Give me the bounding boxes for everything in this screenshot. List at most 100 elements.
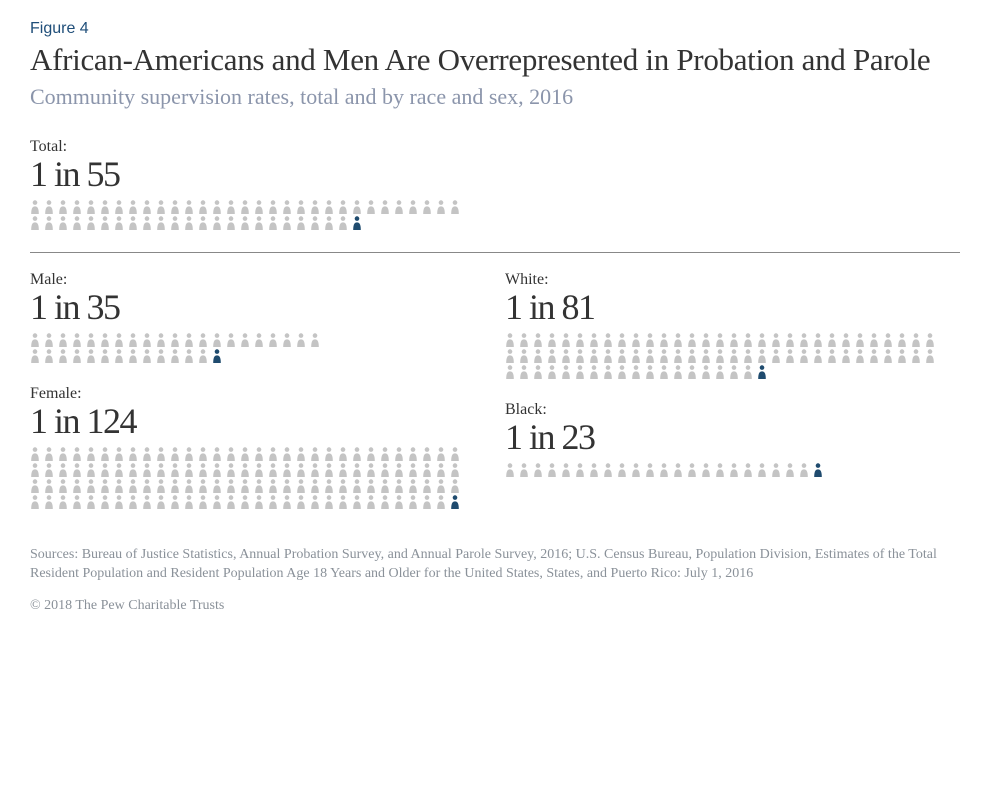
divider	[30, 252, 960, 253]
person-icon	[212, 495, 222, 509]
person-icon	[715, 349, 725, 363]
person-icon	[925, 349, 935, 363]
person-icon	[645, 333, 655, 347]
person-icon	[659, 349, 669, 363]
person-icon	[617, 333, 627, 347]
person-icon	[156, 349, 166, 363]
person-icon	[72, 200, 82, 214]
person-icon	[170, 333, 180, 347]
person-icon	[142, 495, 152, 509]
person-icon	[156, 447, 166, 461]
person-icon	[436, 495, 446, 509]
person-icon	[296, 333, 306, 347]
person-icon	[743, 365, 753, 379]
person-icon	[547, 365, 557, 379]
person-icon	[254, 200, 264, 214]
person-icon	[450, 479, 460, 493]
person-icon	[86, 349, 96, 363]
person-icon	[282, 463, 292, 477]
person-icon	[785, 463, 795, 477]
person-icon	[296, 447, 306, 461]
person-icon	[72, 463, 82, 477]
person-icon	[310, 216, 320, 230]
person-icon	[114, 447, 124, 461]
person-icon	[86, 447, 96, 461]
person-icon	[380, 479, 390, 493]
person-icon-highlight	[813, 463, 823, 477]
person-icon	[282, 495, 292, 509]
person-icon	[575, 463, 585, 477]
person-icon	[436, 479, 446, 493]
person-icon	[869, 333, 879, 347]
person-icon	[30, 200, 40, 214]
person-icon	[505, 349, 515, 363]
person-icon	[743, 463, 753, 477]
person-icon-highlight	[757, 365, 767, 379]
person-icon	[100, 495, 110, 509]
person-icon	[170, 349, 180, 363]
person-icon	[757, 463, 767, 477]
person-icon	[380, 495, 390, 509]
person-icon	[86, 479, 96, 493]
group-stat: 1 in 55	[30, 156, 960, 192]
group-label: Female:	[30, 385, 485, 403]
sources-text: Sources: Bureau of Justice Statistics, A…	[30, 545, 960, 584]
person-icon	[338, 463, 348, 477]
person-icon	[44, 349, 54, 363]
person-icon	[561, 333, 571, 347]
group-female: Female: 1 in 124	[30, 385, 485, 509]
person-icon	[673, 463, 683, 477]
person-icon	[156, 495, 166, 509]
person-icon	[72, 479, 82, 493]
person-icon	[603, 365, 613, 379]
person-icon	[100, 200, 110, 214]
person-icon-highlight	[212, 349, 222, 363]
person-icon	[673, 333, 683, 347]
person-icon	[659, 365, 669, 379]
person-icon	[58, 200, 68, 214]
person-icon	[156, 216, 166, 230]
person-icon	[589, 365, 599, 379]
person-icon	[100, 447, 110, 461]
person-icon	[338, 200, 348, 214]
two-column-layout: Male: 1 in 35 Female: 1 in 124 White: 1 …	[30, 271, 960, 531]
person-icon	[645, 463, 655, 477]
person-icon	[268, 333, 278, 347]
person-icon	[366, 463, 376, 477]
person-icon	[310, 200, 320, 214]
person-icon	[240, 447, 250, 461]
person-icon	[436, 463, 446, 477]
person-icon	[128, 349, 138, 363]
person-icon	[813, 333, 823, 347]
person-icon	[184, 200, 194, 214]
person-icon	[897, 333, 907, 347]
person-icon	[184, 463, 194, 477]
person-icon	[799, 349, 809, 363]
person-icon	[184, 447, 194, 461]
person-icon	[114, 495, 124, 509]
person-icon	[785, 333, 795, 347]
person-icon	[687, 463, 697, 477]
person-icon	[352, 447, 362, 461]
person-icon	[212, 479, 222, 493]
person-icon	[408, 200, 418, 214]
person-icon	[310, 463, 320, 477]
person-icon	[240, 333, 250, 347]
person-icon	[268, 479, 278, 493]
person-icon	[519, 463, 529, 477]
person-icon	[114, 216, 124, 230]
person-icon	[799, 463, 809, 477]
person-icon	[226, 463, 236, 477]
person-icon	[198, 447, 208, 461]
person-icon	[170, 447, 180, 461]
person-icon	[603, 463, 613, 477]
person-icon	[128, 216, 138, 230]
person-icon	[268, 200, 278, 214]
person-icon	[142, 463, 152, 477]
group-label: Black:	[505, 401, 960, 419]
person-icon	[408, 463, 418, 477]
person-icon	[310, 447, 320, 461]
person-icon	[226, 495, 236, 509]
right-column: White: 1 in 81 Black: 1 in 23	[505, 271, 960, 531]
person-icon-highlight	[352, 216, 362, 230]
